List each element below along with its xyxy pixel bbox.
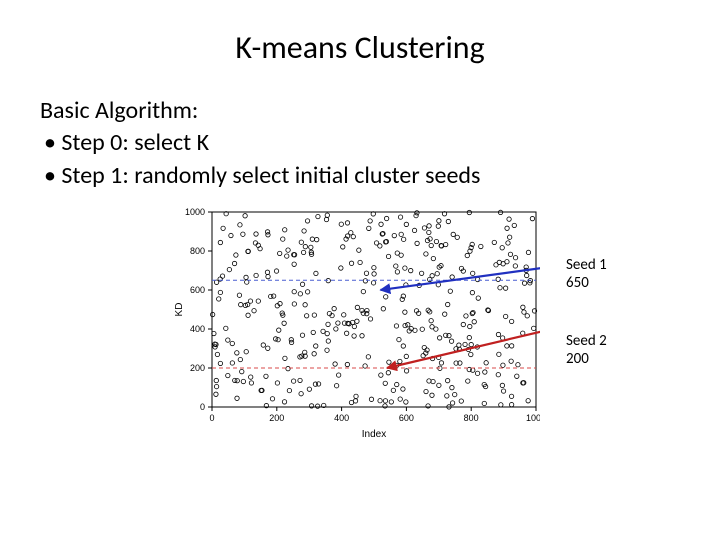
svg-text:800: 800 — [190, 246, 205, 256]
scatter-chart: 0 200 400 600 800 1000 0 200 400 600 800 1000 Index K… — [170, 206, 540, 441]
svg-text:200: 200 — [190, 363, 205, 373]
svg-text:600: 600 — [399, 413, 414, 423]
bullet-1: • Step 1: randomly select initial cluste… — [40, 160, 680, 192]
seed1-label: Seed 1 — [566, 256, 607, 274]
body-heading: Basic Algorithm: — [40, 95, 680, 127]
svg-text:800: 800 — [464, 413, 479, 423]
body-text: Basic Algorithm: • Step 0: select K • St… — [40, 95, 680, 192]
page-title: K-means Clustering — [40, 28, 680, 67]
seed1-value: 650 — [566, 274, 607, 292]
svg-text:200: 200 — [269, 413, 284, 423]
svg-text:1000: 1000 — [185, 207, 205, 217]
seed2-label: Seed 2 — [566, 332, 607, 350]
svg-text:1000: 1000 — [526, 413, 540, 423]
seed-labels: Seed 1 650 Seed 2 200 — [566, 256, 607, 368]
svg-text:400: 400 — [334, 413, 349, 423]
svg-text:0: 0 — [200, 402, 205, 412]
svg-text:0: 0 — [209, 413, 214, 423]
seed2-value: 200 — [566, 350, 607, 368]
svg-text:Index: Index — [362, 429, 386, 440]
svg-text:KD: KD — [174, 303, 185, 317]
bullet-0: • Step 0: select K — [40, 127, 680, 159]
svg-text:600: 600 — [190, 285, 205, 295]
svg-text:400: 400 — [190, 324, 205, 334]
